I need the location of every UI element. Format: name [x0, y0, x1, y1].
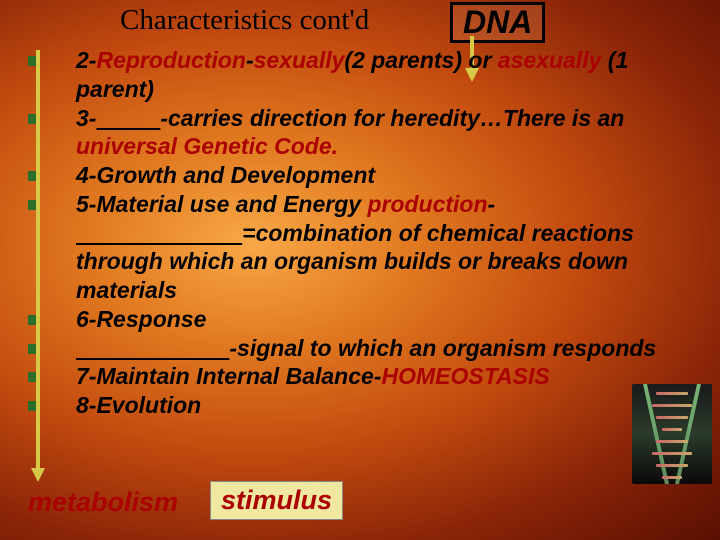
bullet-text: 7-Maintain Internal Balance-HOMEOSTASIS: [76, 362, 550, 391]
blank: [76, 220, 242, 246]
slide-background: Characteristics cont'd DNA 2-Reproductio…: [0, 0, 720, 540]
bullet-text: 4-Growth and Development: [76, 161, 375, 190]
t: universal Genetic Code.: [76, 133, 338, 159]
t: 3-: [76, 105, 96, 131]
t: sexually: [254, 47, 345, 73]
t: Reproduction: [96, 47, 246, 73]
bullet-text: 2-Reproduction-sexually(2 parents) or as…: [76, 46, 700, 104]
bullet-text: 3- -carries direction for heredity…There…: [76, 104, 700, 162]
slide-title: Characteristics cont'd: [120, 4, 369, 37]
t: 7-Maintain Internal Balance-: [76, 363, 381, 389]
list-item: 5-Material use and Energy production- =c…: [28, 190, 700, 305]
blank: [96, 105, 160, 131]
list-item: 3- -carries direction for heredity…There…: [28, 104, 700, 162]
arrow-metabolism: [31, 50, 45, 482]
bullet-list: 2-Reproduction-sexually(2 parents) or as…: [28, 46, 700, 420]
dna-helix-icon: [642, 384, 702, 484]
answer-stimulus: stimulus: [210, 481, 343, 520]
t: asexually: [498, 47, 602, 73]
list-item: 4-Growth and Development: [28, 161, 700, 190]
list-item: 8-Evolution: [28, 391, 700, 420]
list-item: -signal to which an organism responds: [28, 334, 700, 363]
bullet-text: 6-Response: [76, 305, 206, 334]
t: 5-Material use and Energy: [76, 191, 367, 217]
answer-metabolism: metabolism: [28, 487, 178, 518]
t: -signal to which an organism responds: [229, 335, 656, 361]
t: production: [367, 191, 487, 217]
t: HOMEOSTASIS: [381, 363, 549, 389]
bullet-text: 5-Material use and Energy production- =c…: [76, 190, 700, 305]
list-item: 7-Maintain Internal Balance-HOMEOSTASIS: [28, 362, 700, 391]
list-item: 2-Reproduction-sexually(2 parents) or as…: [28, 46, 700, 104]
t: (2 parents) or: [344, 47, 497, 73]
dna-image: [632, 384, 712, 484]
blank: [76, 335, 229, 361]
list-item: 6-Response: [28, 305, 700, 334]
bullet-text: -signal to which an organism responds: [76, 334, 656, 363]
t: 2-: [76, 47, 96, 73]
bullet-text: 8-Evolution: [76, 391, 201, 420]
t: -: [488, 191, 496, 217]
t: -: [246, 47, 254, 73]
t: -carries direction for heredity…There is…: [160, 105, 624, 131]
